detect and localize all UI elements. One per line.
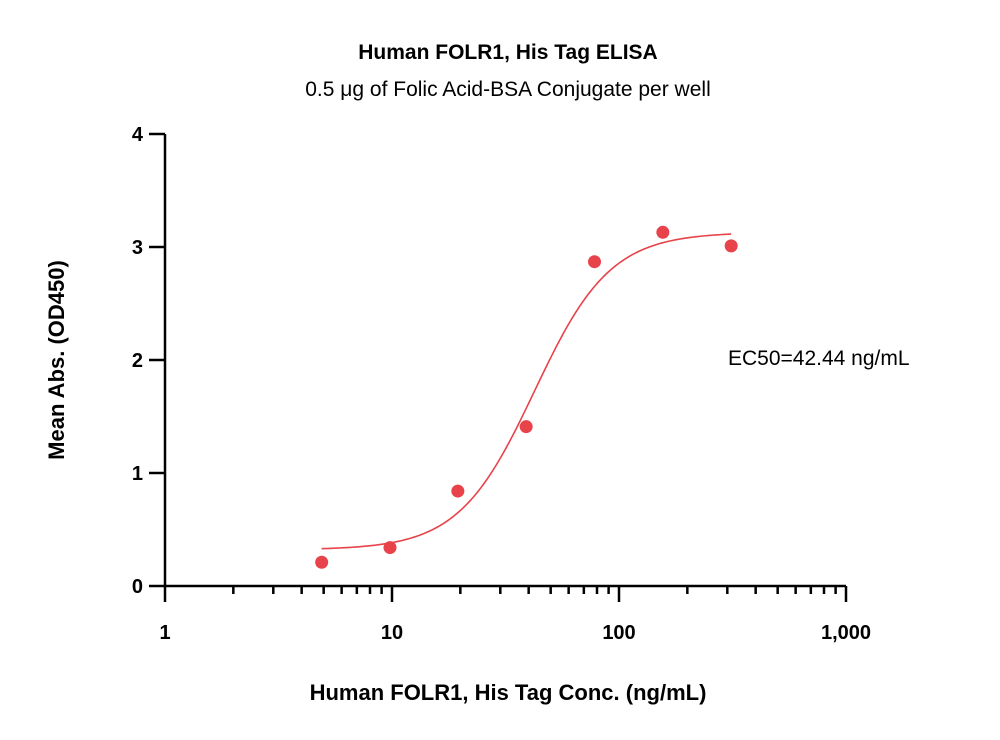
y-tick-label: 0	[132, 576, 143, 598]
y-tick-label: 2	[132, 350, 143, 372]
y-axis-title: Mean Abs. (OD450)	[44, 260, 69, 460]
data-point	[656, 225, 670, 239]
data-point	[383, 541, 397, 555]
x-axis-title: Human FOLR1, His Tag Conc. (ng/mL)	[310, 680, 707, 705]
y-tick-label: 1	[132, 463, 143, 485]
y-tick-label: 4	[132, 124, 144, 146]
chart-title: Human FOLR1, His Tag ELISA	[358, 41, 657, 64]
x-tick-label: 1	[159, 622, 170, 644]
data-point	[588, 255, 602, 269]
x-tick-label: 10	[381, 622, 403, 644]
x-tick-label: 1,000	[821, 622, 871, 644]
x-axis-ticks: 1 10 100 1,000	[159, 586, 871, 644]
chart-subtitle: 0.5 μg of Folic Acid-BSA Conjugate per w…	[305, 78, 710, 101]
fit-curve	[321, 233, 732, 550]
ec50-annotation: EC50=42.44 ng/mL	[728, 347, 910, 370]
data-point	[724, 239, 738, 253]
data-point	[519, 420, 533, 434]
y-axis-ticks: 0 1 2 3 4	[132, 124, 165, 598]
fit-curve-group	[321, 233, 732, 550]
data-point	[315, 555, 329, 569]
data-point	[451, 484, 465, 498]
data-points	[315, 225, 738, 569]
y-tick-label: 3	[132, 237, 143, 259]
x-tick-label: 100	[602, 622, 635, 644]
